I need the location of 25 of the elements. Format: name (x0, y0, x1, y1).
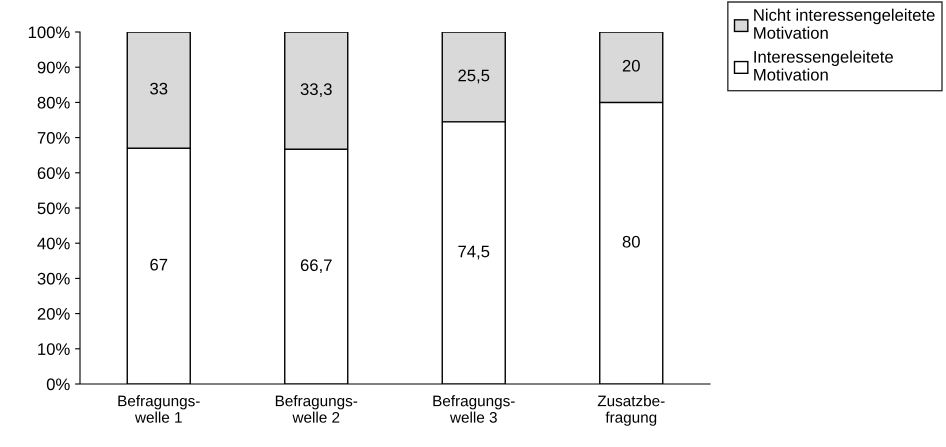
y-tick-label: 30% (38, 272, 70, 285)
data-label: 74,5 (458, 246, 490, 260)
data-label: 33 (150, 82, 168, 95)
x-tick-label: Befragungs- welle 1 (118, 395, 200, 423)
x-tick-label: Zusatzbe- fragung (598, 395, 665, 426)
legend-label: Interessengeleitete Motivation (754, 50, 893, 81)
y-tick-label: 90% (38, 62, 70, 74)
legend-label: Nicht interessengeleitete Motivation (754, 8, 935, 39)
y-tick-label: 60% (38, 167, 70, 180)
data-label: 25,5 (458, 70, 490, 84)
y-tick-label: 50% (38, 202, 70, 214)
data-label: 67 (150, 258, 168, 271)
y-tick-label: 10% (38, 343, 70, 356)
x-tick-label: Befragungs- welle 2 (276, 395, 358, 423)
data-label: 66,7 (300, 259, 332, 274)
y-tick-label: 70% (38, 132, 70, 144)
y-tick-label: 80% (38, 96, 70, 109)
data-label: 20 (622, 60, 640, 72)
y-tick-label: 100% (28, 26, 70, 38)
y-tick-label: 40% (37, 238, 70, 250)
data-label: 80 (622, 236, 640, 248)
x-tick-label: Befragungs- welle 3 (433, 395, 515, 423)
y-tick-label: 20% (38, 308, 70, 320)
data-label: 33,3 (300, 83, 332, 98)
y-tick-label: 0% (46, 378, 70, 390)
